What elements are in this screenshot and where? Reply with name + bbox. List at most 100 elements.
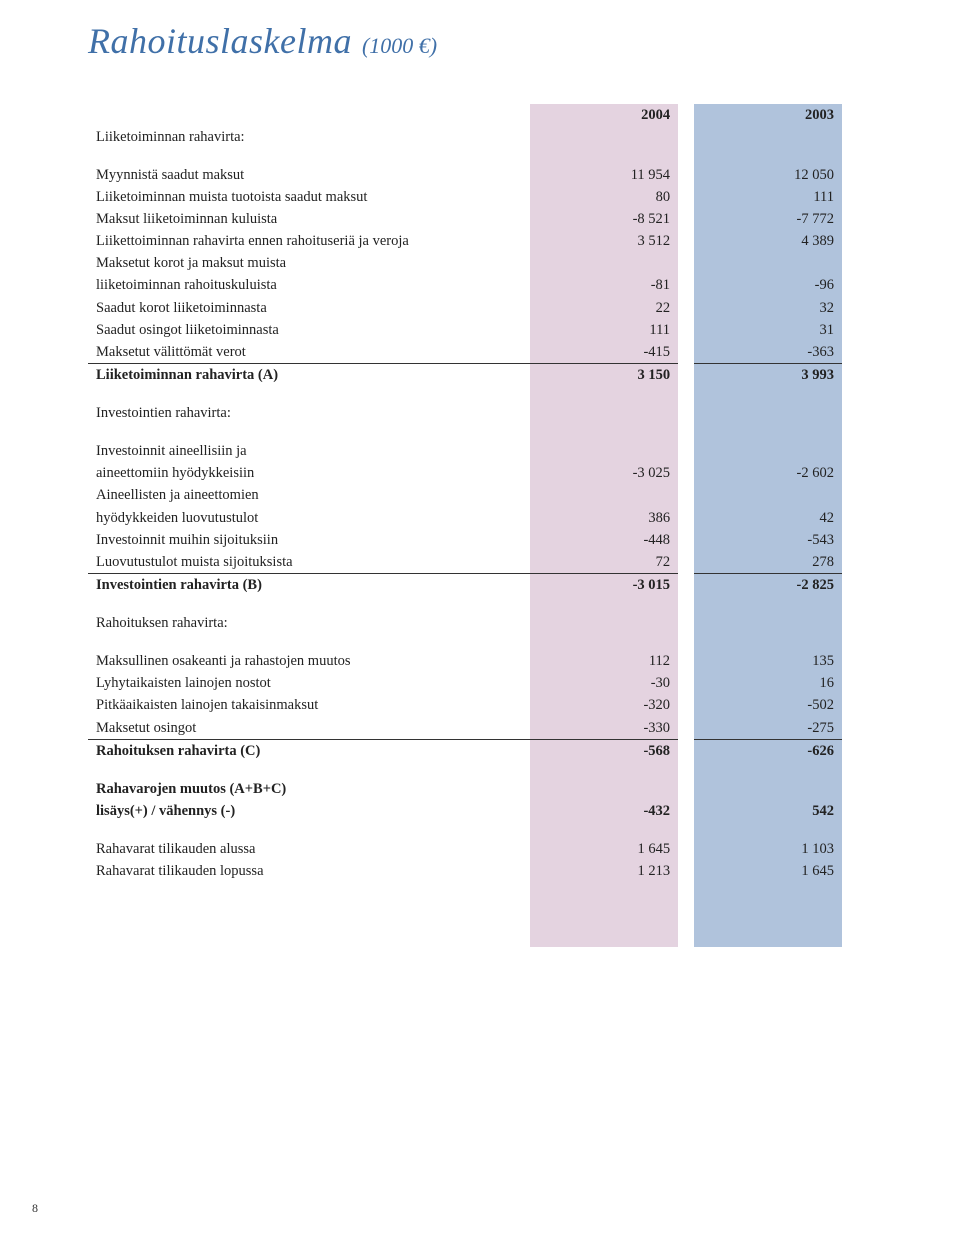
column-gap bbox=[678, 364, 694, 387]
column-gap bbox=[678, 253, 694, 275]
cell-2003 bbox=[694, 778, 842, 800]
header-2004: 2004 bbox=[530, 104, 678, 126]
row-label: hyödykkeiden luovutustulot bbox=[88, 507, 530, 529]
row-label: lisäys(+) / vähennys (-) bbox=[88, 800, 530, 822]
column-gap bbox=[678, 762, 694, 778]
column-gap bbox=[678, 823, 694, 839]
column-gap bbox=[678, 613, 694, 635]
table-row: Rahavarat tilikauden alussa1 6451 103 bbox=[88, 839, 842, 861]
spacer-label bbox=[88, 635, 530, 651]
cell-2003: 3 993 bbox=[694, 364, 842, 387]
cell-2003: 31 bbox=[694, 319, 842, 341]
spacer-2003 bbox=[694, 387, 842, 403]
cell-2003: -543 bbox=[694, 529, 842, 551]
table-row: liiketoiminnan rahoituskuluista-81-96 bbox=[88, 275, 842, 297]
column-gap bbox=[678, 695, 694, 717]
row-label: Investointien rahavirta (B) bbox=[88, 574, 530, 597]
row-label: Rahavarojen muutos (A+B+C) bbox=[88, 778, 530, 800]
cashflow-table: 20042003Liiketoiminnan rahavirta:Myynnis… bbox=[88, 104, 842, 947]
column-gap bbox=[678, 485, 694, 507]
cell-2004: 3 150 bbox=[530, 364, 678, 387]
spacer-2004 bbox=[530, 915, 678, 931]
column-gap bbox=[678, 800, 694, 822]
section-label: Liiketoiminnan rahavirta: bbox=[88, 126, 530, 148]
cell-2003: 12 050 bbox=[694, 164, 842, 186]
table-row: Saadut korot liiketoiminnasta2232 bbox=[88, 297, 842, 319]
row-label: Maksullinen osakeanti ja rahastojen muut… bbox=[88, 651, 530, 673]
table-row: Myynnistä saadut maksut11 95412 050 bbox=[88, 164, 842, 186]
cell-2003 bbox=[694, 613, 842, 635]
page-title: Rahoituslaskelma bbox=[88, 21, 352, 61]
spacer-2003 bbox=[694, 915, 842, 931]
column-gap bbox=[678, 231, 694, 253]
column-gap bbox=[678, 148, 694, 164]
cell-2004: 111 bbox=[530, 319, 678, 341]
spacer-2003 bbox=[694, 597, 842, 613]
column-gap bbox=[678, 574, 694, 597]
column-gap bbox=[678, 463, 694, 485]
table-row: Investointien rahavirta (B)-3 015-2 825 bbox=[88, 574, 842, 597]
column-gap bbox=[678, 931, 694, 947]
table-row bbox=[88, 915, 842, 931]
table-row: Liikettoiminnan rahavirta ennen rahoitus… bbox=[88, 231, 842, 253]
cell-2003: 16 bbox=[694, 673, 842, 695]
row-label: liiketoiminnan rahoituskuluista bbox=[88, 275, 530, 297]
column-gap bbox=[678, 507, 694, 529]
page-container: Rahoituslaskelma (1000 €) 20042003Liiket… bbox=[0, 0, 960, 947]
table-row: Aineellisten ja aineettomien bbox=[88, 485, 842, 507]
cell-2004: -448 bbox=[530, 529, 678, 551]
cell-2003 bbox=[694, 441, 842, 463]
cell-2004: -415 bbox=[530, 341, 678, 364]
spacer-2003 bbox=[694, 148, 842, 164]
column-gap bbox=[678, 403, 694, 425]
cell-2004: 3 512 bbox=[530, 231, 678, 253]
cell-2003: 42 bbox=[694, 507, 842, 529]
table-row bbox=[88, 931, 842, 947]
column-gap bbox=[678, 651, 694, 673]
page-number: 8 bbox=[32, 1201, 38, 1216]
spacer-label bbox=[88, 899, 530, 915]
spacer-2004 bbox=[530, 899, 678, 915]
spacer-label bbox=[88, 762, 530, 778]
cell-2003: -2 602 bbox=[694, 463, 842, 485]
spacer-label bbox=[88, 387, 530, 403]
row-label: Lyhytaikaisten lainojen nostot bbox=[88, 673, 530, 695]
table-row: Rahavarat tilikauden lopussa1 2131 645 bbox=[88, 861, 842, 883]
column-gap bbox=[678, 635, 694, 651]
table-row bbox=[88, 635, 842, 651]
table-row: Liiketoiminnan rahavirta: bbox=[88, 126, 842, 148]
spacer-label bbox=[88, 425, 530, 441]
column-gap bbox=[678, 717, 694, 740]
page-title-row: Rahoituslaskelma (1000 €) bbox=[88, 20, 904, 62]
row-label: Liikettoiminnan rahavirta ennen rahoitus… bbox=[88, 231, 530, 253]
cell-2004 bbox=[530, 403, 678, 425]
cell-2004: -3 025 bbox=[530, 463, 678, 485]
cell-2003: -96 bbox=[694, 275, 842, 297]
spacer-2004 bbox=[530, 425, 678, 441]
spacer-2004 bbox=[530, 387, 678, 403]
cell-2004: 1 645 bbox=[530, 839, 678, 861]
table-row: Rahoituksen rahavirta: bbox=[88, 613, 842, 635]
spacer-2003 bbox=[694, 899, 842, 915]
table-row bbox=[88, 899, 842, 915]
spacer-2004 bbox=[530, 148, 678, 164]
cell-2004: 11 954 bbox=[530, 164, 678, 186]
row-label: Aineellisten ja aineettomien bbox=[88, 485, 530, 507]
cell-2003: -2 825 bbox=[694, 574, 842, 597]
table-row: Maksetut korot ja maksut muista bbox=[88, 253, 842, 275]
spacer-label bbox=[88, 823, 530, 839]
spacer-2004 bbox=[530, 823, 678, 839]
spacer-label bbox=[88, 883, 530, 899]
cell-2004: 22 bbox=[530, 297, 678, 319]
cell-2003: 32 bbox=[694, 297, 842, 319]
cell-2003 bbox=[694, 253, 842, 275]
cell-2004: -8 521 bbox=[530, 209, 678, 231]
cell-2004: -568 bbox=[530, 740, 678, 763]
cell-2004: 72 bbox=[530, 551, 678, 574]
table-row: Luovutustulot muista sijoituksista72278 bbox=[88, 551, 842, 574]
column-gap bbox=[678, 319, 694, 341]
table-row: 20042003 bbox=[88, 104, 842, 126]
table-row: Investoinnit aineellisiin ja bbox=[88, 441, 842, 463]
cell-2004 bbox=[530, 778, 678, 800]
row-label: Maksetut osingot bbox=[88, 717, 530, 740]
